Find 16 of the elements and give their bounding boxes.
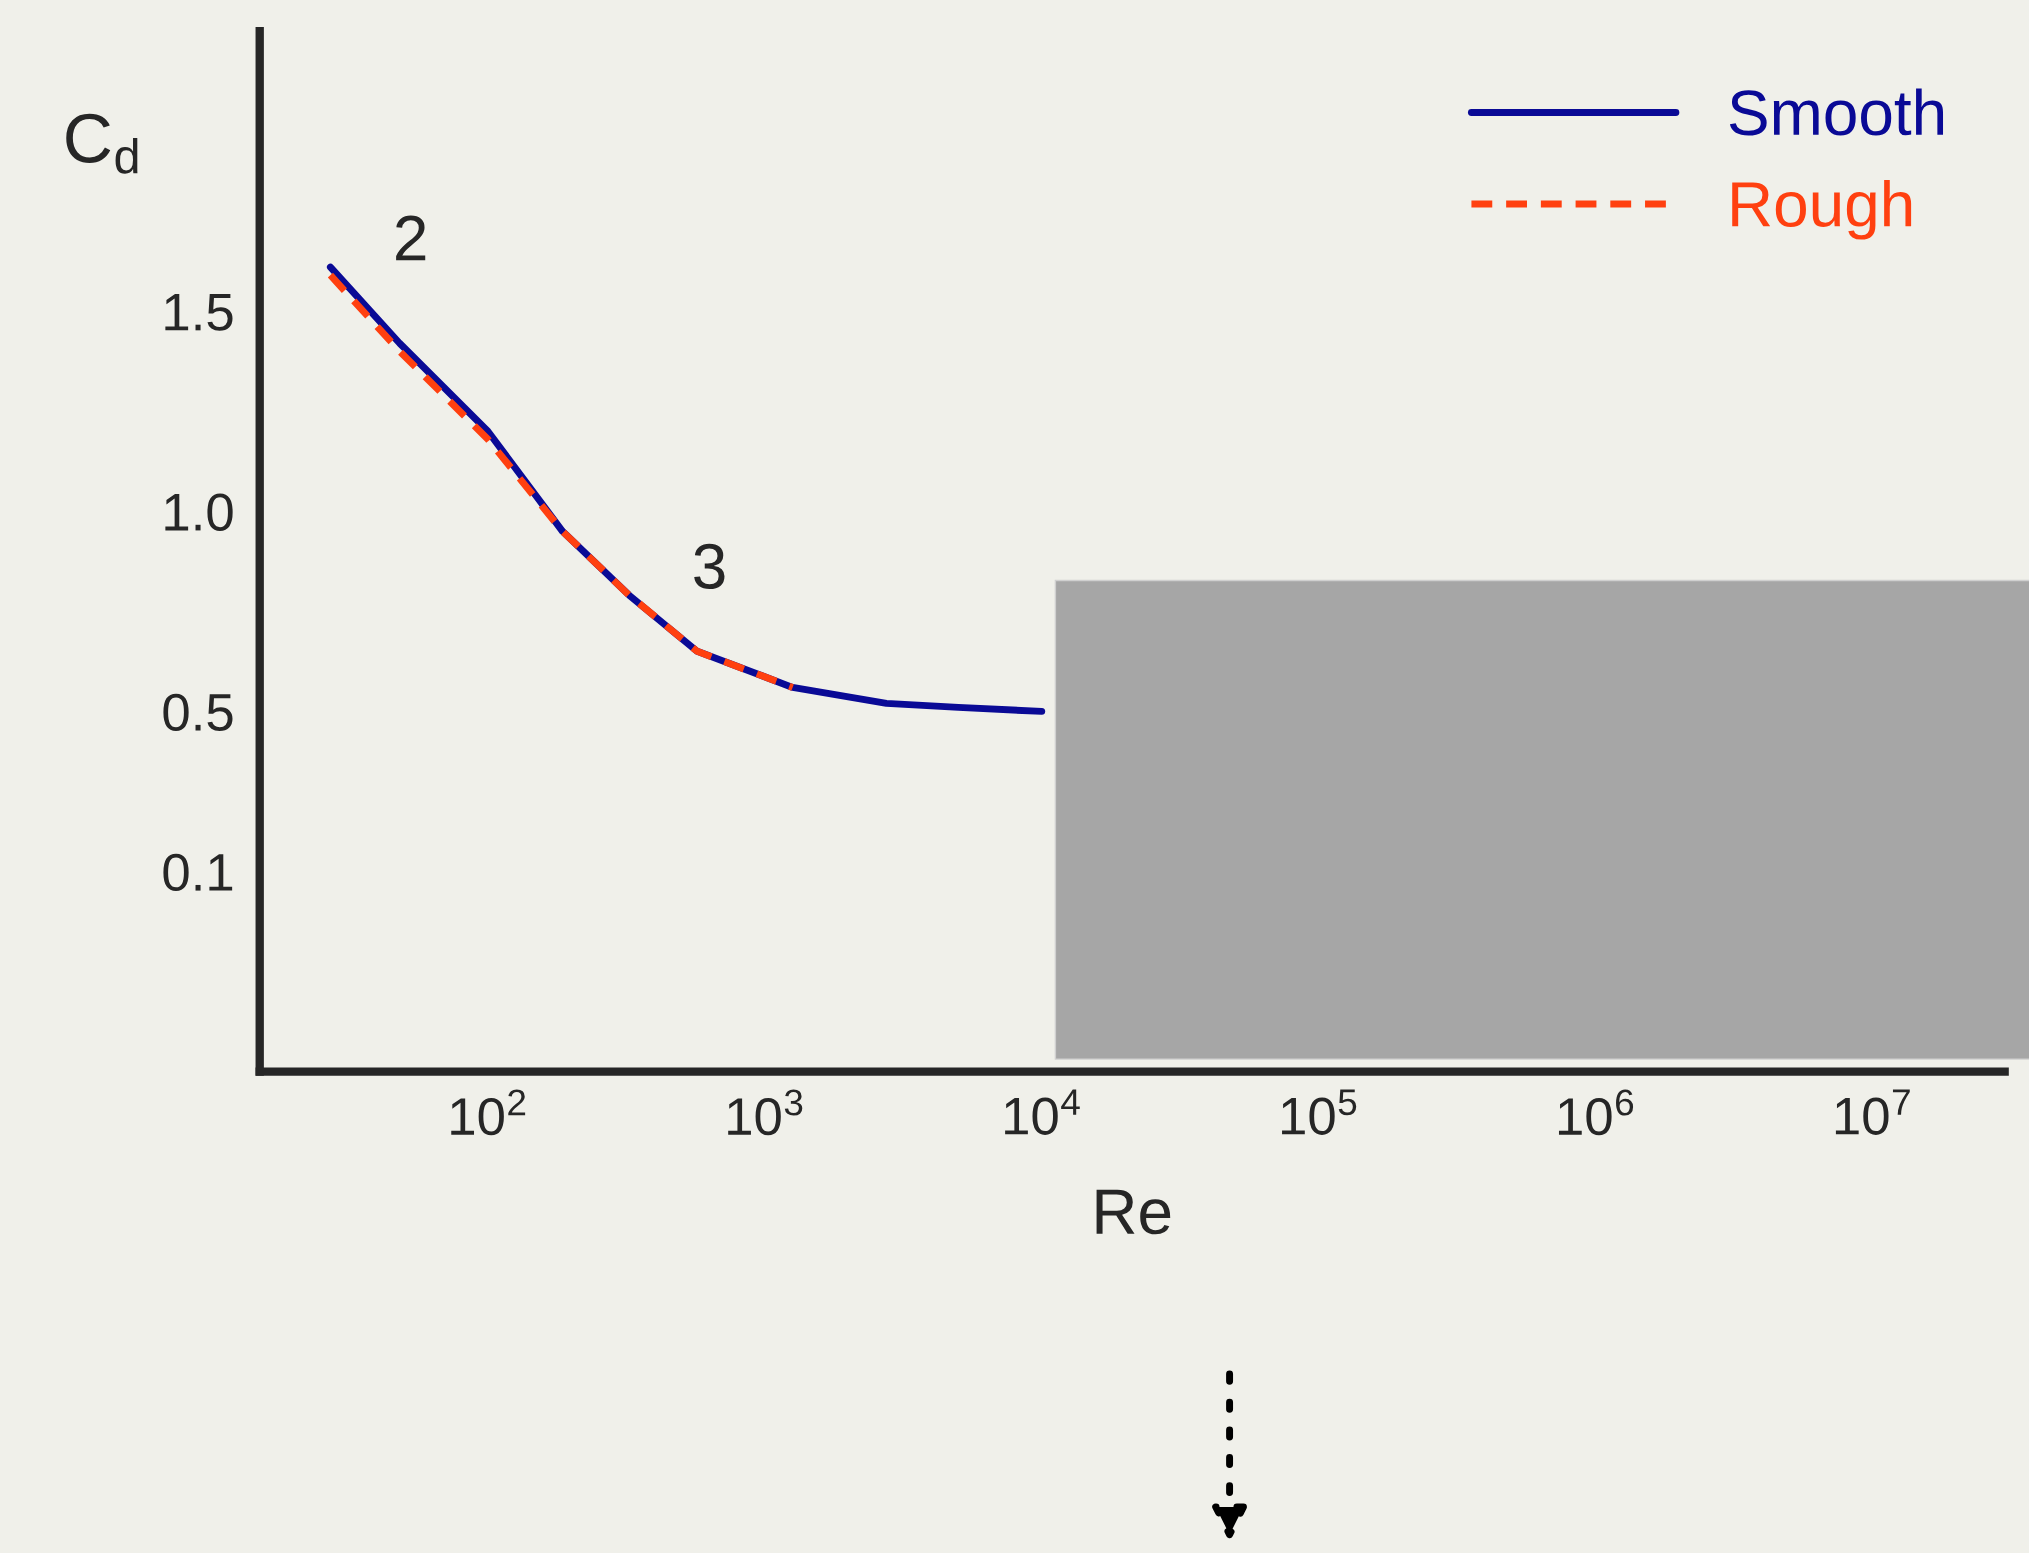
y-axis-title: C$_{d}$ xyxy=(66,113,138,174)
x-tick-label: 10$^{6}$ xyxy=(1558,1089,1634,1136)
x-tick-label: 10$^{3}$ xyxy=(728,1089,803,1136)
legend-label: Rough xyxy=(1732,180,1912,240)
y-tick-label: 0.1 xyxy=(163,853,233,892)
x-axis-title: Re xyxy=(1096,1189,1171,1235)
x-tick-label: 10$^{2}$ xyxy=(451,1089,526,1136)
annotation: 3 xyxy=(694,543,725,590)
legend-label: Smooth xyxy=(1729,88,1944,136)
x-tick-label: 10$^{7}$ xyxy=(1835,1089,1910,1135)
y-tick-label: 1.5 xyxy=(165,294,233,331)
x-tick-label: 10$^{4}$ xyxy=(1005,1089,1080,1135)
annotation: 2 xyxy=(396,215,426,261)
x-tick-label: 10$^{5}$ xyxy=(1282,1089,1357,1135)
y-tick-label: 0.5 xyxy=(163,693,233,732)
y-tick-label: 1.0 xyxy=(165,493,233,531)
